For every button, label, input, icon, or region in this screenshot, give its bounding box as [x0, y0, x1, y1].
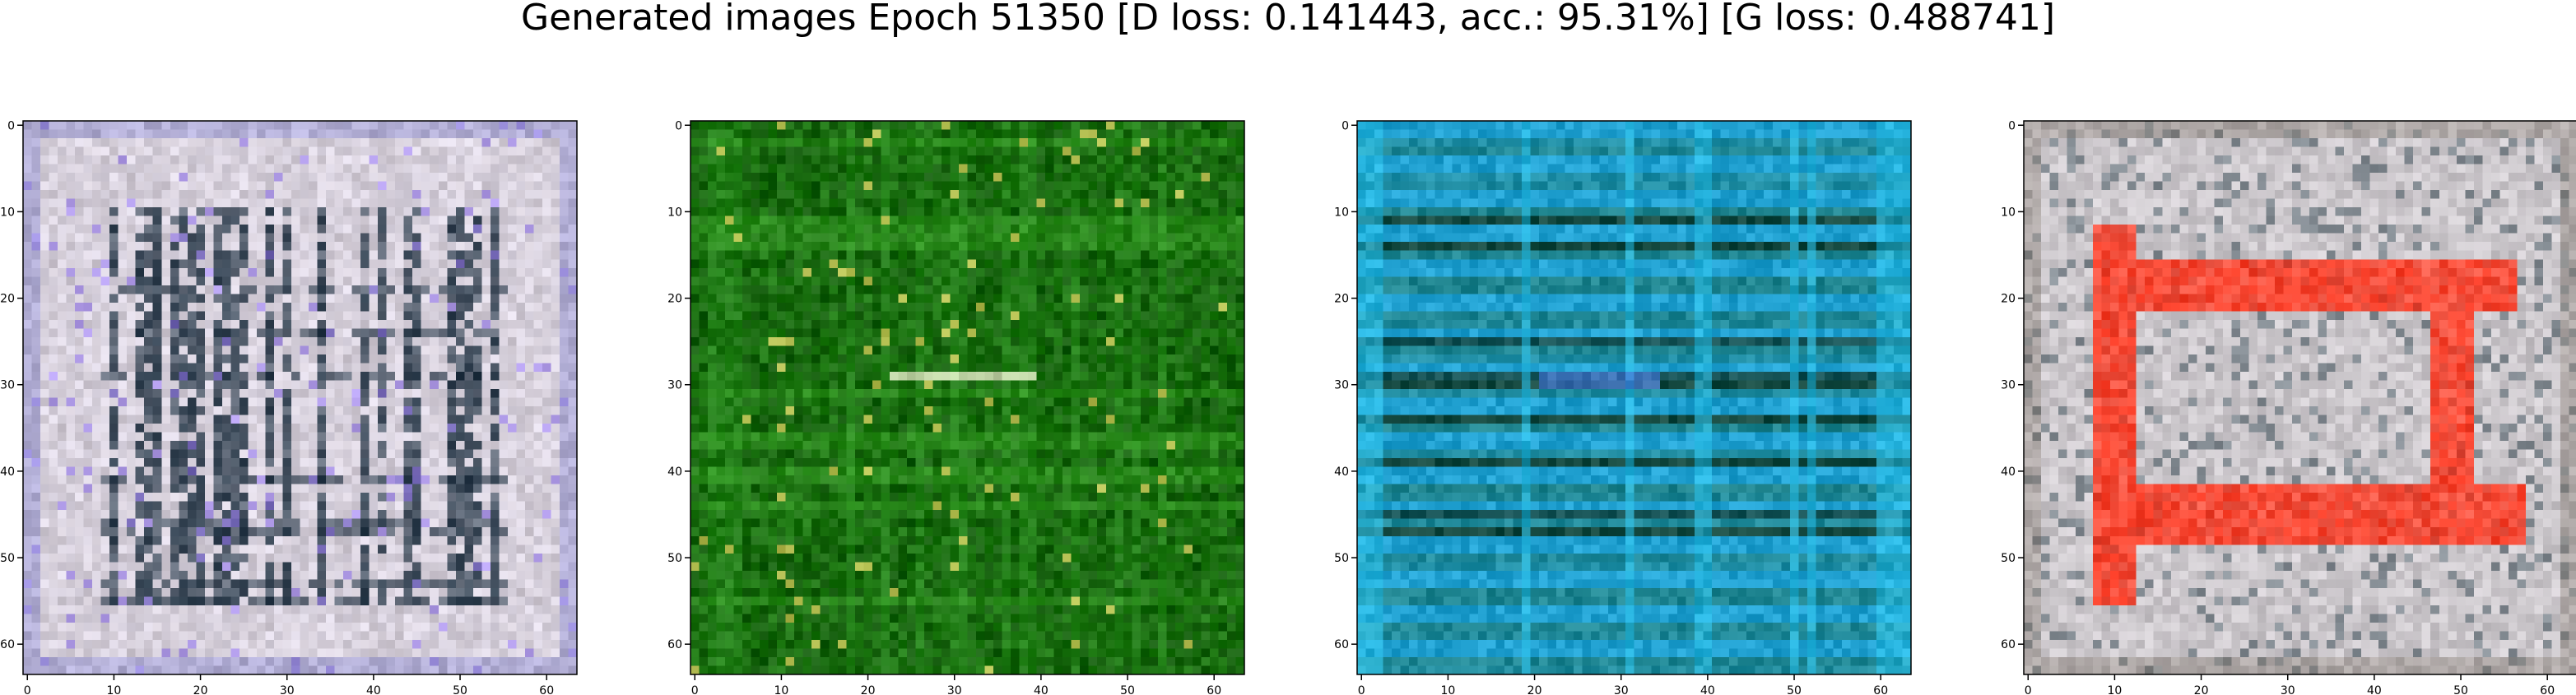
generated-image-2 [690, 121, 1245, 675]
x-tick-label: 20 [193, 684, 208, 695]
x-tick-label: 0 [1358, 684, 1365, 695]
y-tick-label: 0 [1341, 119, 1349, 132]
x-tick-label: 40 [1700, 684, 1715, 695]
x-tick-label: 10 [774, 684, 789, 695]
y-tick-label: 40 [667, 466, 682, 479]
x-tick-label: 20 [2194, 684, 2209, 695]
y-tick-label: 40 [2001, 466, 2016, 479]
generated-image-1 [23, 121, 578, 675]
y-tick-label: 60 [667, 638, 682, 651]
image-panel-1: 0 10 20 30 40 50 60 0 10 20 30 40 50 60 [0, 119, 578, 695]
axes-frame [1356, 120, 1912, 675]
y-tick-label: 20 [1334, 293, 1349, 306]
x-tick-label: 10 [2108, 684, 2123, 695]
y-tick-label: 60 [0, 638, 15, 651]
axes-frame [2023, 120, 2576, 675]
figure-suptitle: Generated images Epoch 51350 [D loss: 0.… [520, 0, 2056, 39]
y-tick-label: 10 [2001, 206, 2016, 219]
y-tick-label: 20 [0, 293, 15, 306]
y-tick-label: 20 [2001, 293, 2016, 306]
x-tick-label: 30 [1614, 684, 1629, 695]
x-tick-label: 30 [2281, 684, 2295, 695]
x-tick-label: 10 [107, 684, 122, 695]
x-tick-label: 10 [1441, 684, 1456, 695]
y-tick-label: 30 [2001, 379, 2016, 392]
axes-frame [690, 120, 1245, 675]
x-tick-label: 40 [1034, 684, 1049, 695]
y-tick-label: 60 [1334, 638, 1349, 651]
x-tick-label: 20 [861, 684, 876, 695]
generated-image-4 [2024, 121, 2576, 675]
y-tick-label: 40 [0, 466, 15, 479]
y-tick-label: 20 [667, 293, 682, 306]
x-tick-label: 30 [947, 684, 962, 695]
y-tick-label: 50 [1334, 552, 1349, 565]
x-tick-label: 30 [280, 684, 295, 695]
y-tick-label: 30 [0, 379, 15, 392]
x-tick-label: 50 [1787, 684, 1802, 695]
image-panel-4: 0 10 20 30 40 50 60 0 10 20 30 40 50 60 [2001, 119, 2576, 695]
x-tick-label: 0 [2025, 684, 2032, 695]
y-tick-label: 0 [2008, 119, 2016, 132]
image-panel-3: 0 10 20 30 40 50 60 0 10 20 30 40 50 60 [1334, 119, 1912, 695]
image-panel-2: 0 10 20 30 40 50 60 0 10 20 30 40 50 60 [667, 119, 1245, 695]
x-tick-label: 60 [1207, 684, 1221, 695]
x-tick-label: 50 [1120, 684, 1135, 695]
x-tick-label: 40 [2367, 684, 2382, 695]
y-tick-label: 30 [1334, 379, 1349, 392]
y-tick-label: 60 [2001, 638, 2016, 651]
y-tick-label: 0 [7, 119, 15, 132]
x-tick-label: 60 [1873, 684, 1888, 695]
x-tick-label: 0 [691, 684, 699, 695]
y-tick-label: 30 [667, 379, 682, 392]
axes-frame [22, 120, 578, 675]
y-tick-label: 10 [0, 206, 15, 219]
y-tick-label: 10 [1334, 206, 1349, 219]
x-tick-label: 60 [539, 684, 554, 695]
y-tick-label: 10 [667, 206, 682, 219]
y-tick-label: 40 [1334, 466, 1349, 479]
x-tick-label: 50 [2453, 684, 2468, 695]
x-tick-label: 0 [24, 684, 31, 695]
generated-image-3 [1357, 121, 1912, 675]
x-tick-label: 40 [366, 684, 381, 695]
y-tick-label: 50 [2001, 552, 2016, 565]
x-tick-label: 50 [453, 684, 467, 695]
x-tick-label: 60 [2540, 684, 2555, 695]
y-tick-label: 50 [0, 552, 15, 565]
x-tick-label: 20 [1527, 684, 1542, 695]
y-tick-label: 0 [675, 119, 682, 132]
y-tick-label: 50 [667, 552, 682, 565]
